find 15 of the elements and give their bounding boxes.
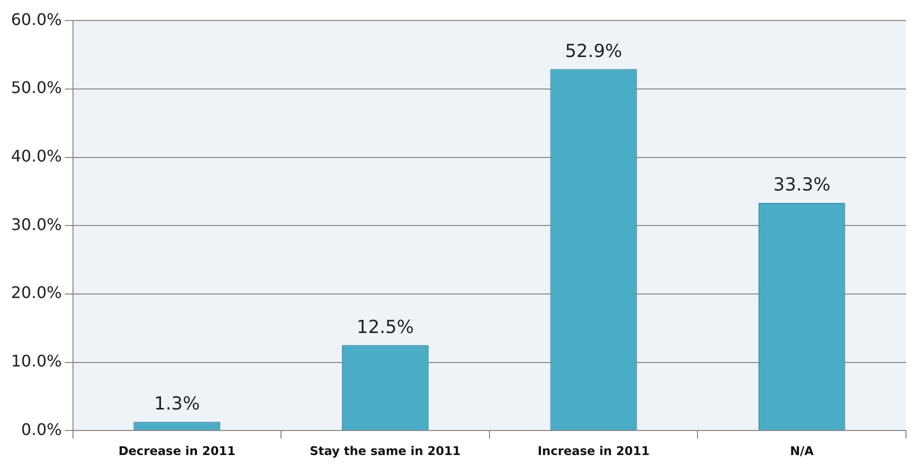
y-tick-label: 10.0% xyxy=(11,351,62,370)
data-label: 12.5% xyxy=(356,316,414,338)
x-tick-label: Increase in 2011 xyxy=(538,444,650,458)
y-tick-label: 30.0% xyxy=(11,214,62,234)
y-tick-label: 40.0% xyxy=(11,146,62,166)
y-tick-label: 60.0% xyxy=(11,10,62,29)
x-tick-label: N/A xyxy=(790,444,814,458)
data-label: 33.3% xyxy=(773,174,830,196)
data-label: 52.9% xyxy=(564,40,622,62)
y-tick-label: 50.0% xyxy=(11,78,62,98)
y-tick-label: 0.0% xyxy=(21,420,62,439)
data-label: 1.3% xyxy=(154,393,200,414)
x-tick-label: Stay the same in 2011 xyxy=(310,444,461,458)
y-tick-label: 20.0% xyxy=(11,283,62,302)
x-tick-label: Decrease in 2011 xyxy=(118,444,236,458)
